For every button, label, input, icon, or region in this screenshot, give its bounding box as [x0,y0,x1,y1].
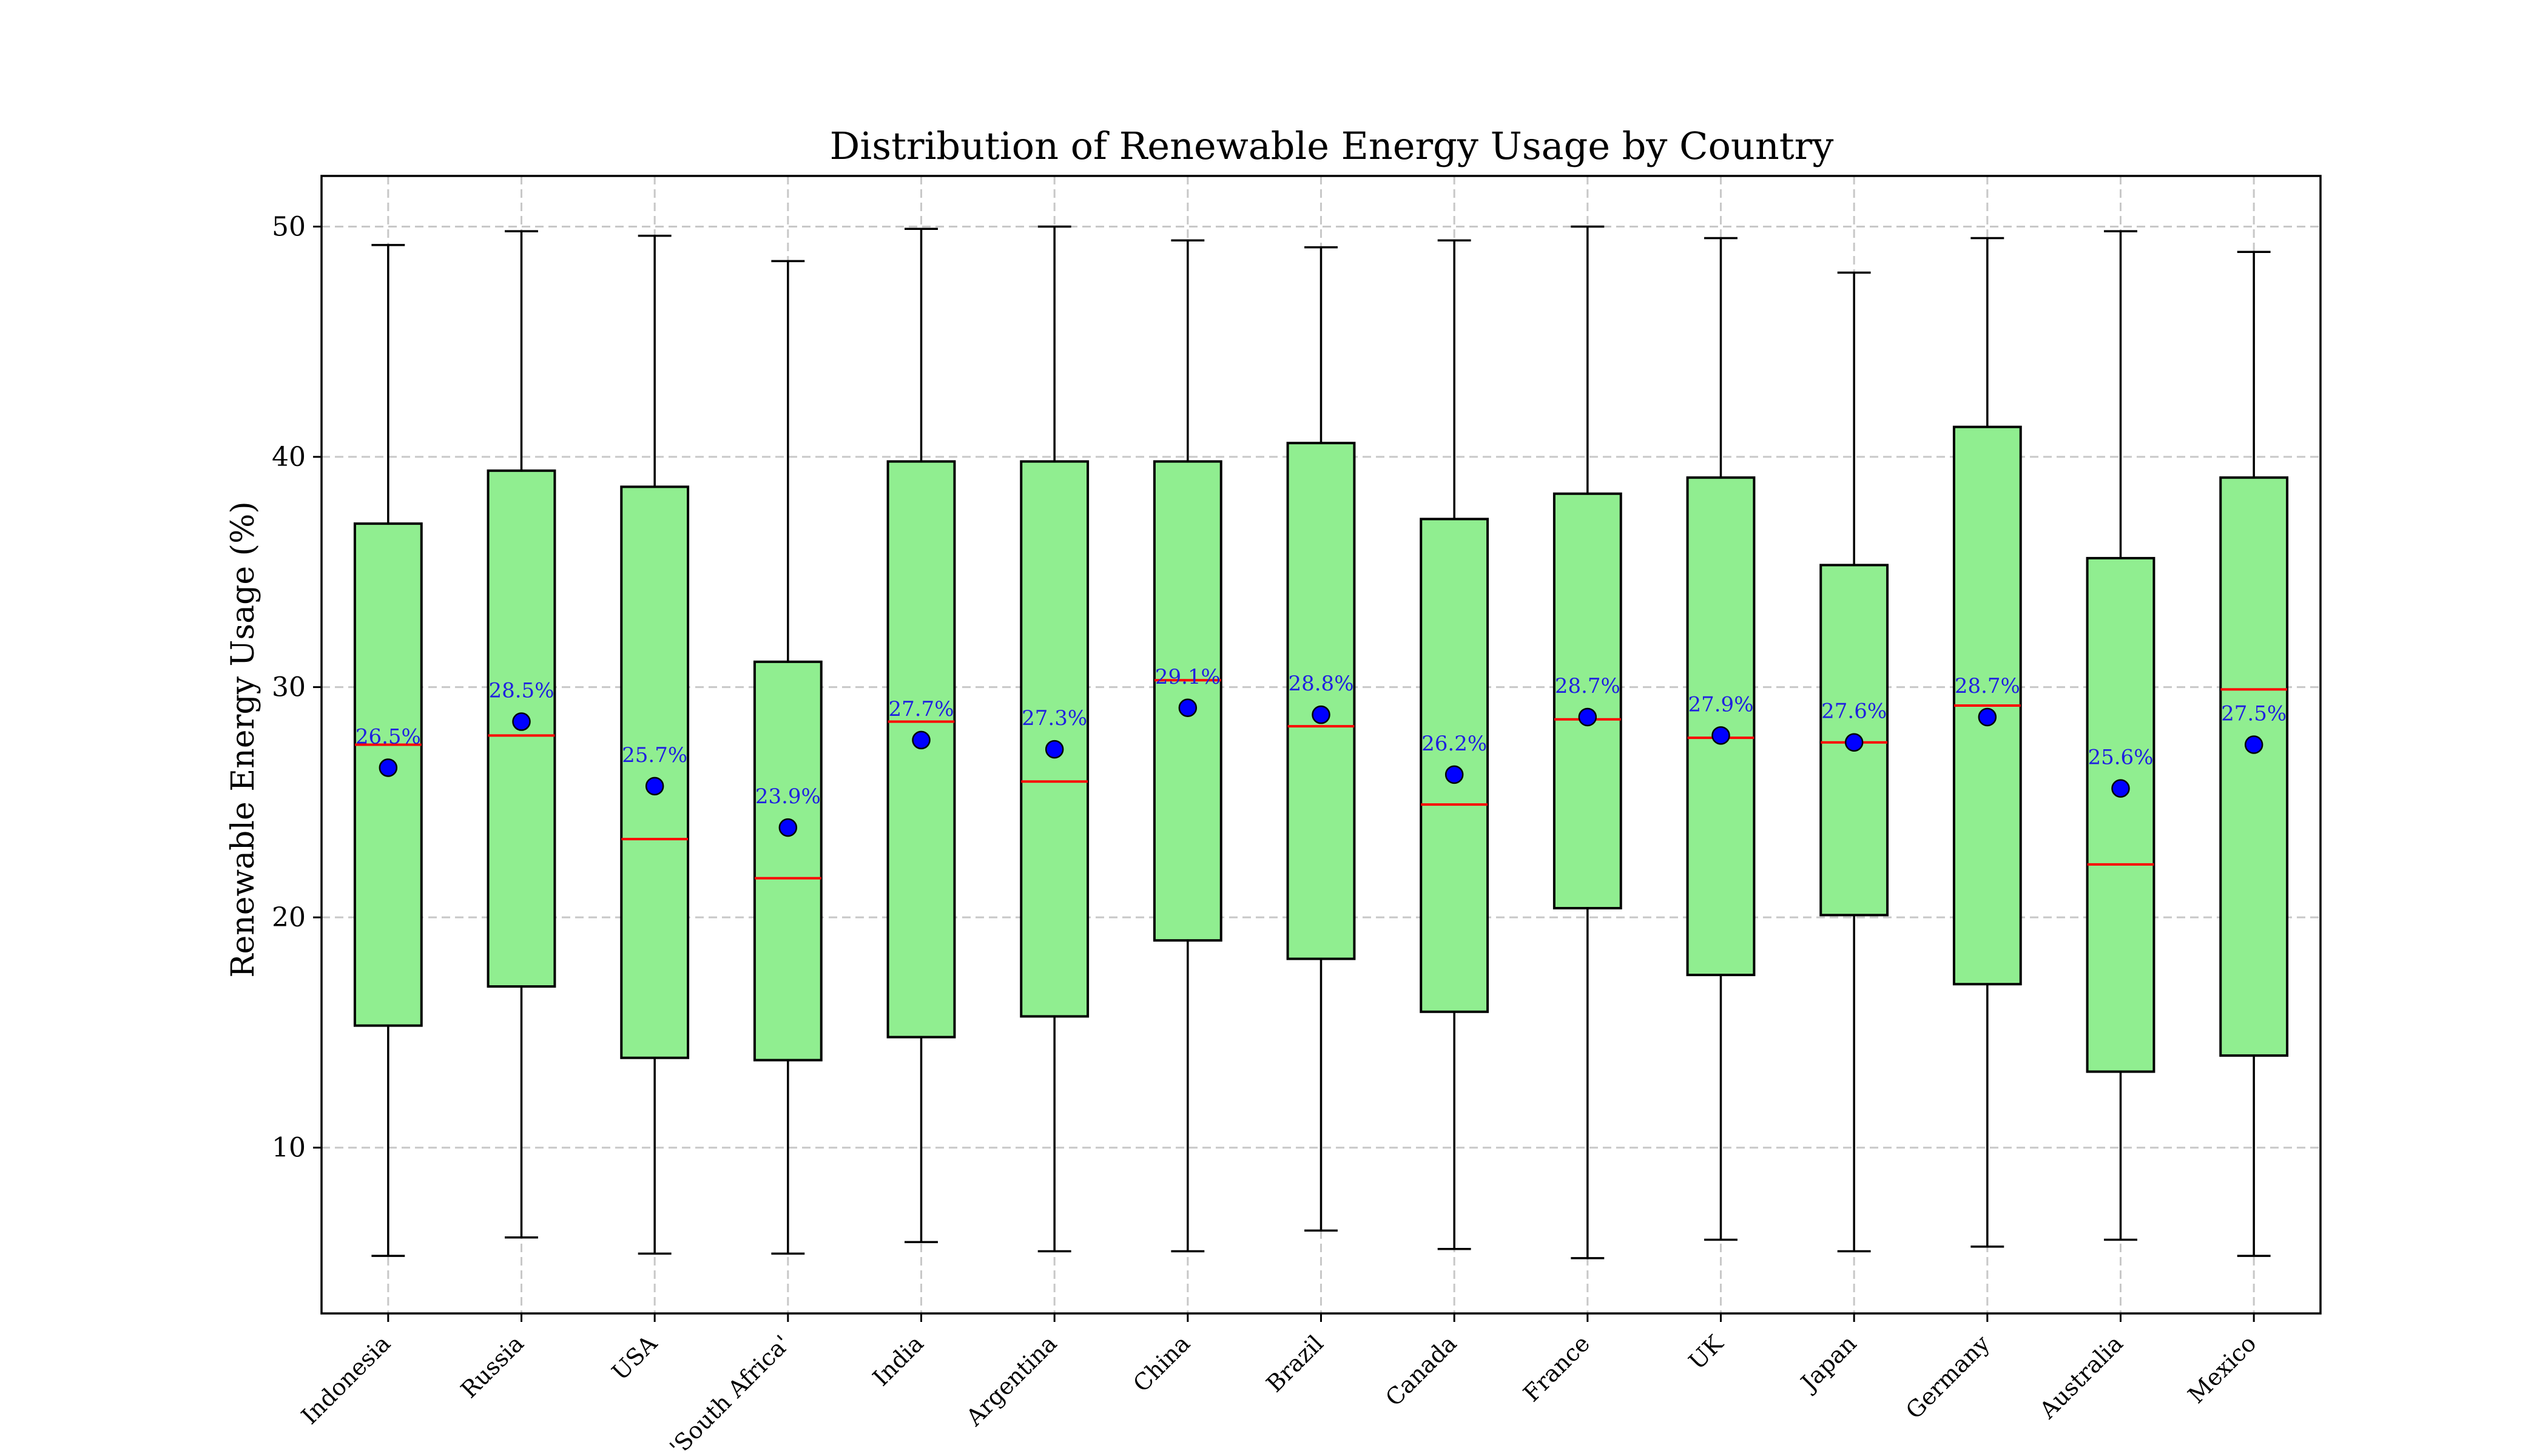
box-canada: 26.2% [1420,239,1489,1250]
mean-marker [912,730,931,750]
box-indonesia: 26.5% [353,244,423,1257]
mean-marker [1312,705,1330,724]
mean-marker [645,777,664,796]
x-tick-label: Argentina [960,1330,1062,1431]
mean-label: 27.7% [888,697,954,721]
mean-marker [1444,765,1464,784]
box-japan: 27.6% [1819,271,1889,1253]
y-tick-label: 50 [272,212,306,243]
x-tick-label: France [1518,1330,1595,1407]
mean-label: 23.9% [755,784,821,809]
iqr-box [620,485,690,1059]
mean-marker [1178,698,1198,718]
x-tick-label: Brazil [1261,1330,1329,1397]
x-tick-label: UK [1684,1330,1728,1375]
box-france: 28.7% [1552,225,1622,1259]
mean-label: 25.6% [2088,746,2153,770]
iqr-box [2219,476,2289,1057]
box-australia: 25.6% [2086,230,2155,1241]
box-uk: 27.9% [1686,237,1756,1241]
chart-title: Distribution of Renewable Energy Usage b… [830,124,1834,168]
y-tick-label: 20 [272,902,306,933]
mean-label: 29.1% [1155,665,1221,689]
y-tick-label: 40 [272,442,306,473]
box-china: 29.1% [1153,239,1222,1253]
iqr-box [1286,442,1356,960]
x-tick-label: USA [607,1330,662,1386]
box-usa: 25.7% [620,234,690,1255]
mean-label: 26.2% [1421,732,1487,756]
mean-label: 26.5% [356,724,421,749]
iqr-box [1552,492,1622,909]
iqr-box [753,660,823,1062]
mean-marker [2244,735,2263,754]
x-tick-label: Germany [1901,1330,1995,1424]
mean-label: 27.5% [2221,702,2287,726]
y-axis-label: Renewable Energy Usage (%) [225,501,261,977]
x-tick-label: Russia [456,1330,529,1403]
y-tick-label: 10 [272,1133,306,1164]
mean-label: 28.7% [1955,674,2020,698]
iqr-box [2086,557,2155,1073]
x-tick-label: India [868,1330,929,1391]
plot-frame [320,175,2322,1315]
mean-marker [778,818,798,837]
mean-label: 28.5% [488,679,554,703]
box-germany: 28.7% [1952,237,2022,1248]
mean-label: 28.8% [1288,672,1353,696]
box-india: 27.7% [886,228,956,1244]
mean-marker [1978,707,1997,727]
x-tick-label: Australia [2034,1330,2128,1424]
mean-label: 28.7% [1555,674,1620,698]
x-tick-label: Japan [1794,1330,1861,1397]
box-brazil: 28.8% [1286,246,1356,1232]
box-russia: 28.5% [487,230,556,1239]
x-tick-label: 'South Africa' [664,1330,795,1456]
mean-marker [1844,733,1864,752]
box-southafrica: 23.9% [753,260,823,1255]
x-tick-label: Mexico [2183,1330,2262,1409]
mean-label: 27.9% [1688,692,1753,716]
x-tick-label: Canada [1380,1330,1461,1411]
mean-label: 27.3% [1022,706,1087,730]
mean-marker [1045,740,1064,759]
x-tick-label: China [1128,1330,1195,1397]
iqr-box [1020,460,1090,1018]
mean-marker [512,712,531,731]
mean-marker [1578,707,1597,727]
mean-label: 25.7% [622,743,687,767]
box-mexico: 27.5% [2219,251,2289,1257]
mean-marker [1711,726,1730,745]
box-argentina: 27.3% [1020,225,1090,1253]
box-layer: 26.5% 28.5% 25.7% 23.9% 27.7% 27.3% 29.1% 28.8%… [353,225,2289,1259]
mean-marker [2111,779,2130,798]
y-tick-label: 30 [272,672,306,703]
mean-marker [379,758,398,777]
mean-label: 27.6% [1821,699,1887,724]
x-tick-label: Indonesia [296,1330,396,1429]
